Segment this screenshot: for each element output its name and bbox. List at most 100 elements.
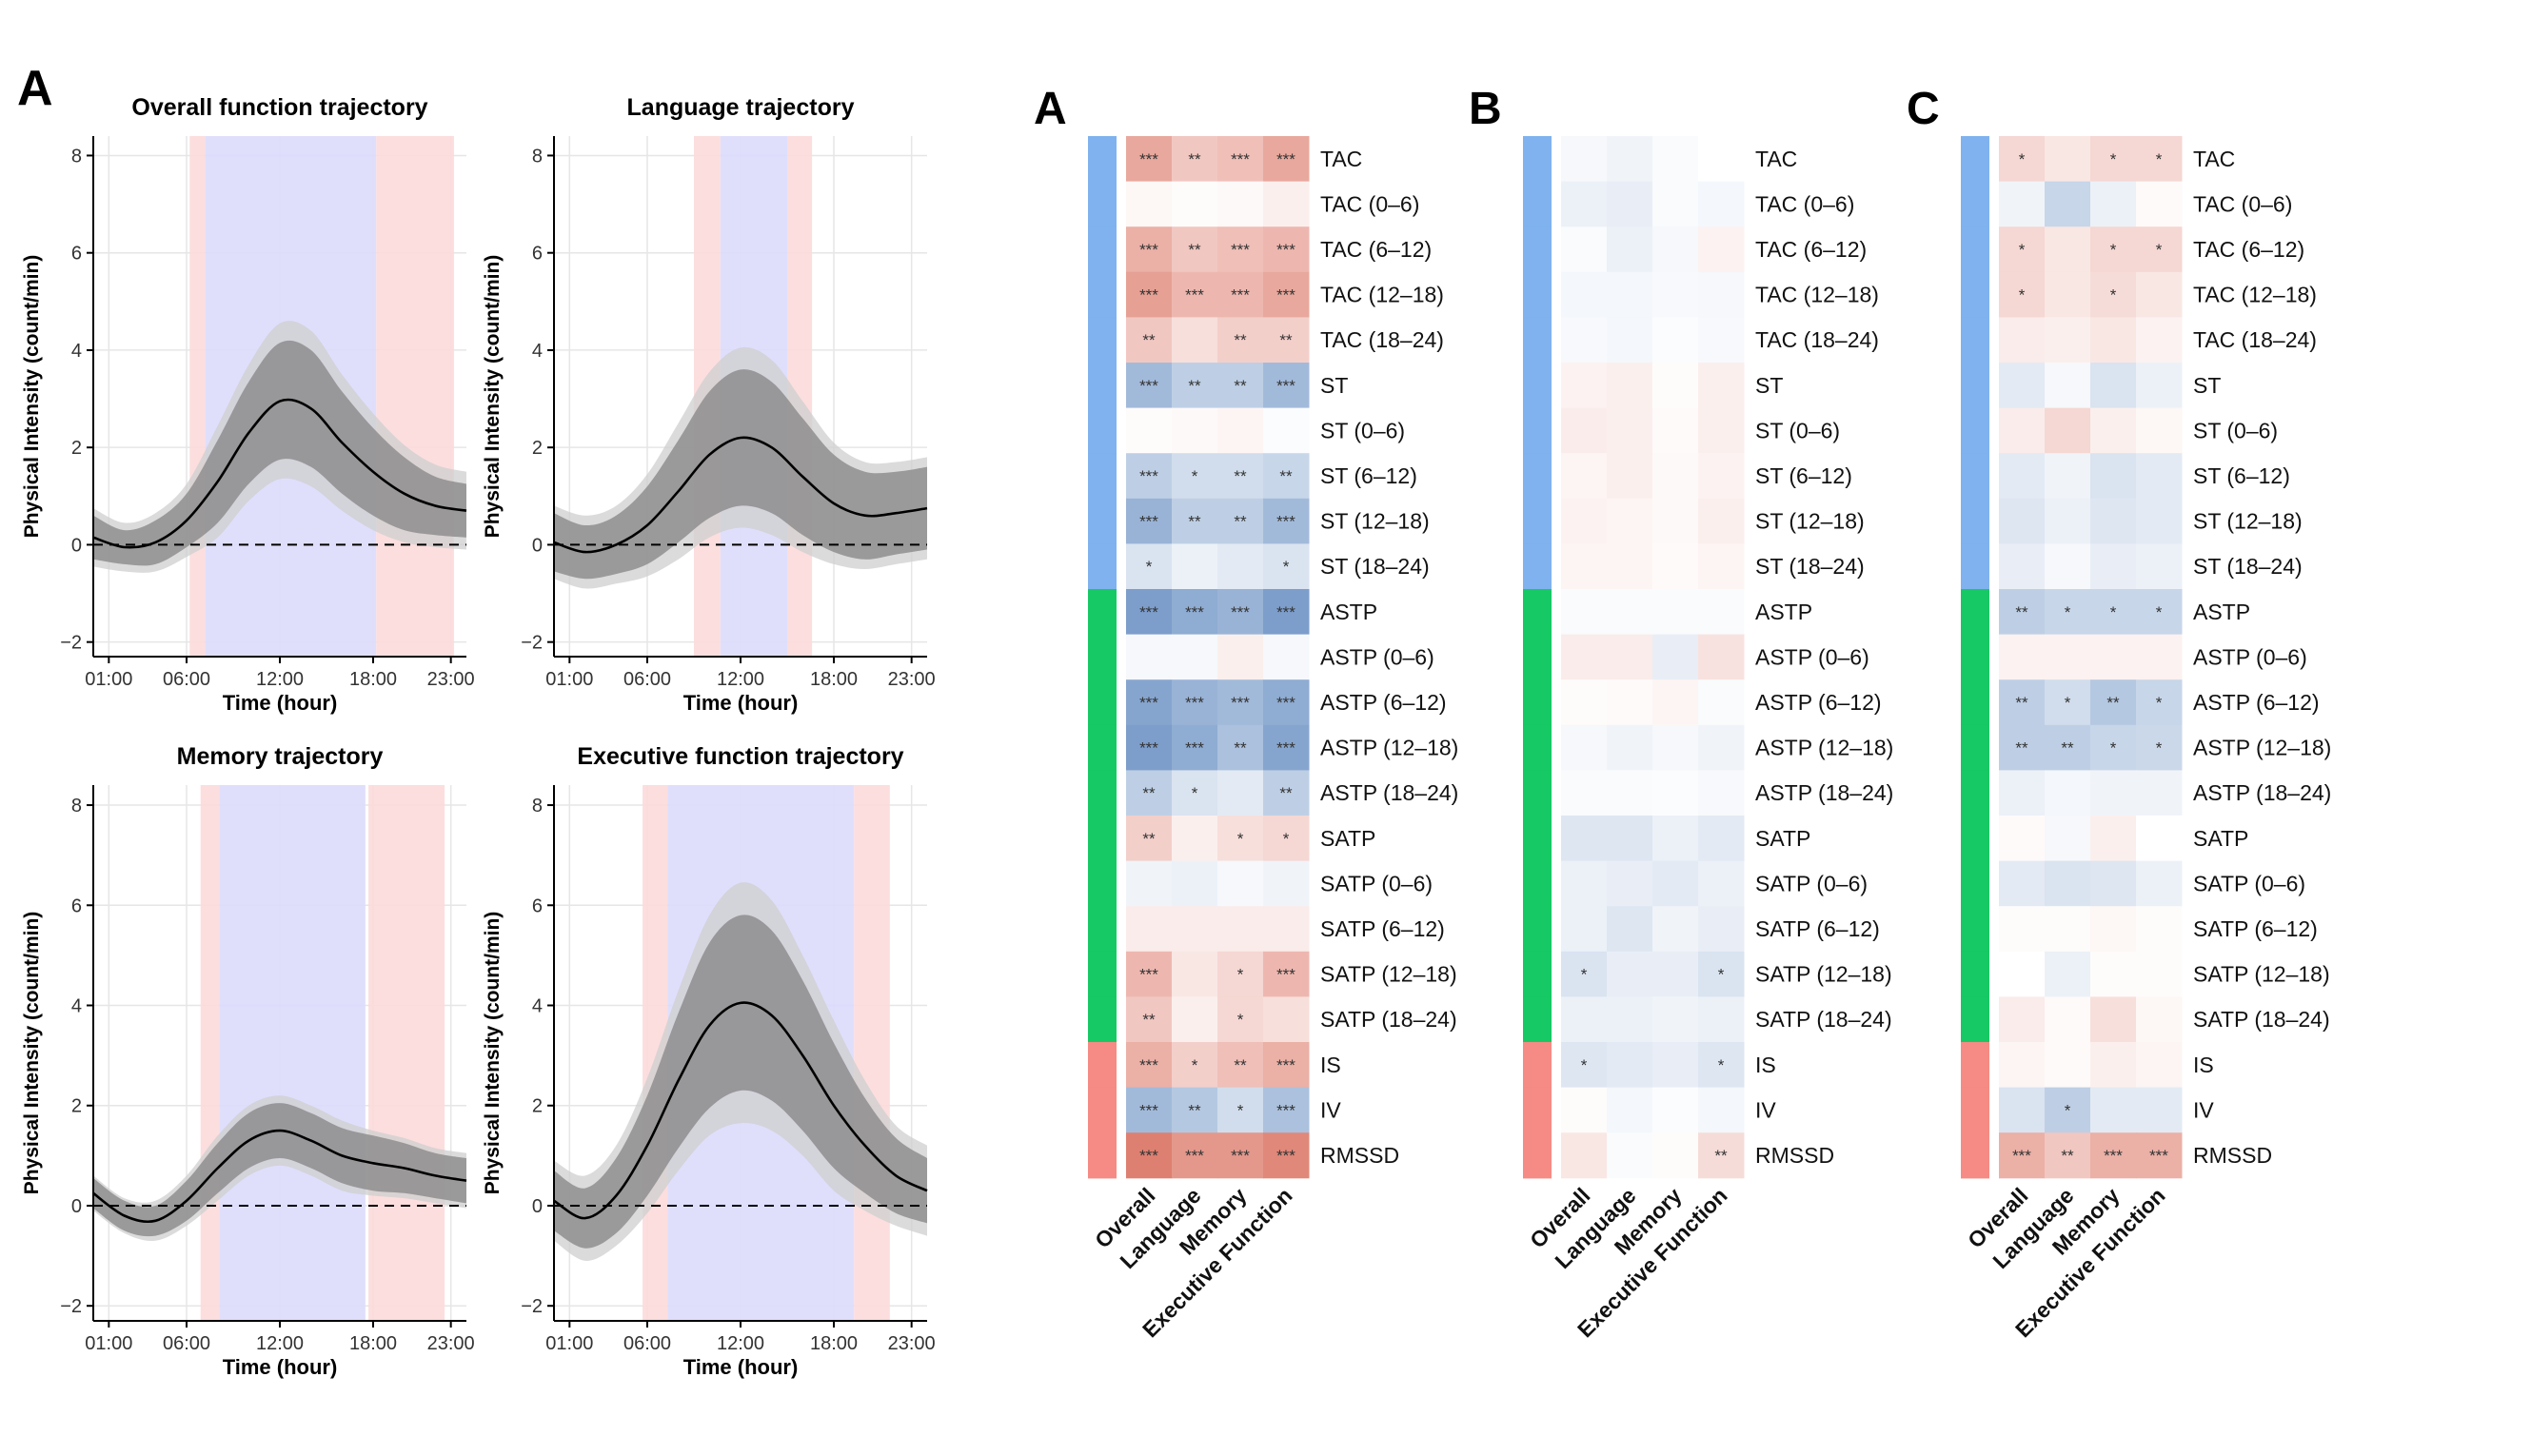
y-tick-label: 2 [71,1096,82,1117]
x-axis-label: Time (hour) [223,1355,338,1379]
row-label: ST [2193,373,2221,398]
row-label: SATP (0–6) [1320,871,1433,895]
heatmap-cell [1217,679,1264,726]
x-tick-label: 06:00 [163,1333,210,1354]
heatmap-cell [1217,724,1264,771]
row-label: ST (18–24) [1320,554,1430,579]
row-group-bar-segment [1523,1087,1552,1133]
heatmap-cell [1263,1042,1310,1089]
heatmap-cell [1999,271,2046,318]
significance-label: * [2156,739,2163,758]
heatmap-cell [1561,363,1608,409]
heatmap-cell [1217,906,1264,953]
row-group-bar-segment [1088,634,1117,680]
heatmap-cell [1172,453,1218,500]
trajectory-line [92,398,467,549]
significance-label: ** [1188,150,1201,168]
heatmap-cell [1561,498,1608,544]
heatmap-cell [1217,951,1264,997]
heatmap-cell [2045,363,2091,409]
heatmap-cell [1652,181,1699,227]
row-label: ST (6–12) [2193,463,2290,488]
significance-label: *** [1276,1147,1295,1165]
heatmap-cell [2136,181,2183,227]
heatmap-cell [1126,453,1173,500]
heatmap-cell [1698,136,1745,183]
significance-label: * [2110,150,2117,168]
heatmap-cell [2136,453,2183,500]
significance-label: * [1237,1101,1244,1119]
row-group-bar-segment [1961,1042,1989,1089]
significance-label: *** [1231,694,1250,712]
x-axis-label: Time (hour) [683,1355,799,1379]
heatmap-cell [1652,1042,1699,1089]
heatmap-cell [2136,1132,2183,1179]
row-label: ST [1320,373,1348,398]
row-group-bar-segment [1088,1087,1117,1133]
heatmap-cell [1126,1087,1173,1133]
row-label: RMSSD [2193,1143,2272,1168]
significance-label: *** [1139,467,1158,485]
heatmap-cell [1698,589,1745,636]
significance-label: * [2156,150,2163,168]
trajectory-panel: −2 0 2 4 6 8 01:00 06:00 12:00 18:00 23:00 Overall … [21,94,475,715]
significance-label: * [2110,286,2117,305]
significance-label: ** [1188,513,1201,531]
significance-label: *** [1139,694,1158,712]
heatmap-cell [1561,453,1608,500]
significance-label: *** [1139,1056,1158,1074]
row-label: SATP (12–18) [1755,962,1892,987]
significance-label: *** [1231,603,1250,621]
heatmap-cell [1607,951,1653,997]
row-group-bar-segment [1961,996,1989,1043]
significance-label: * [2156,694,2163,712]
row-label: RMSSD [1320,1143,1399,1168]
significance-label: *** [1185,286,1204,305]
heatmap-cell [2045,407,2091,454]
heatmap-cell [1652,860,1699,907]
significance-label: ** [1279,331,1293,349]
heatmap-cell [2045,770,2091,817]
trajectory-panel: −2 0 2 4 6 8 01:00 06:00 12:00 18:00 23:00 Language… [482,94,936,715]
significance-label: ** [1234,1056,1247,1074]
heatmap-cell [1561,1087,1608,1133]
heatmap-cell [1263,498,1310,544]
night-period-band [189,136,206,657]
heatmap-cell [2090,1042,2137,1089]
row-group-bar-segment [1961,226,1989,273]
significance-label: *** [1139,513,1158,531]
heatmap-cell [1607,543,1653,590]
heatmap-cell [2090,770,2137,817]
y-axis-label: Physical Intensity (count/min) [482,912,504,1195]
heatmap-cell [1698,860,1745,907]
heatmap-cell [1999,498,2046,544]
significance-label: * [2110,603,2117,621]
heatmap-cell [1999,770,2046,817]
trajectory-panel: −2 0 2 4 6 8 01:00 06:00 12:00 18:00 23:00 Executiv… [482,743,936,1379]
row-group-bar-segment [1961,770,1989,817]
row-label: TAC [2193,147,2235,171]
row-label: TAC (6–12) [2193,237,2304,262]
significance-label: * [2065,694,2071,712]
heatmap-cell [1999,589,2046,636]
row-group-bar-segment [1523,498,1552,544]
significance-label: *** [2149,1147,2168,1165]
significance-label: ** [1234,467,1247,485]
heatmap-cell [1607,453,1653,500]
y-tick-label: 0 [71,1196,82,1217]
row-group-bar-segment [1088,724,1117,771]
x-tick-label: 06:00 [623,669,671,690]
heatmap-cell [1999,1087,2046,1133]
heatmap-cell [2090,679,2137,726]
row-label: SATP (0–6) [2193,871,2305,895]
row-label: SATP (6–12) [2193,916,2318,941]
row-group-bar-segment [1523,1042,1552,1089]
heatmap-cell [1999,634,2046,680]
significance-label: ** [1142,1011,1156,1029]
significance-label: ** [1142,784,1156,802]
x-axis-label: Time (hour) [223,691,338,715]
significance-label: *** [1276,1056,1295,1074]
heatmap-cell [1607,1087,1653,1133]
night-period-band [376,136,454,657]
